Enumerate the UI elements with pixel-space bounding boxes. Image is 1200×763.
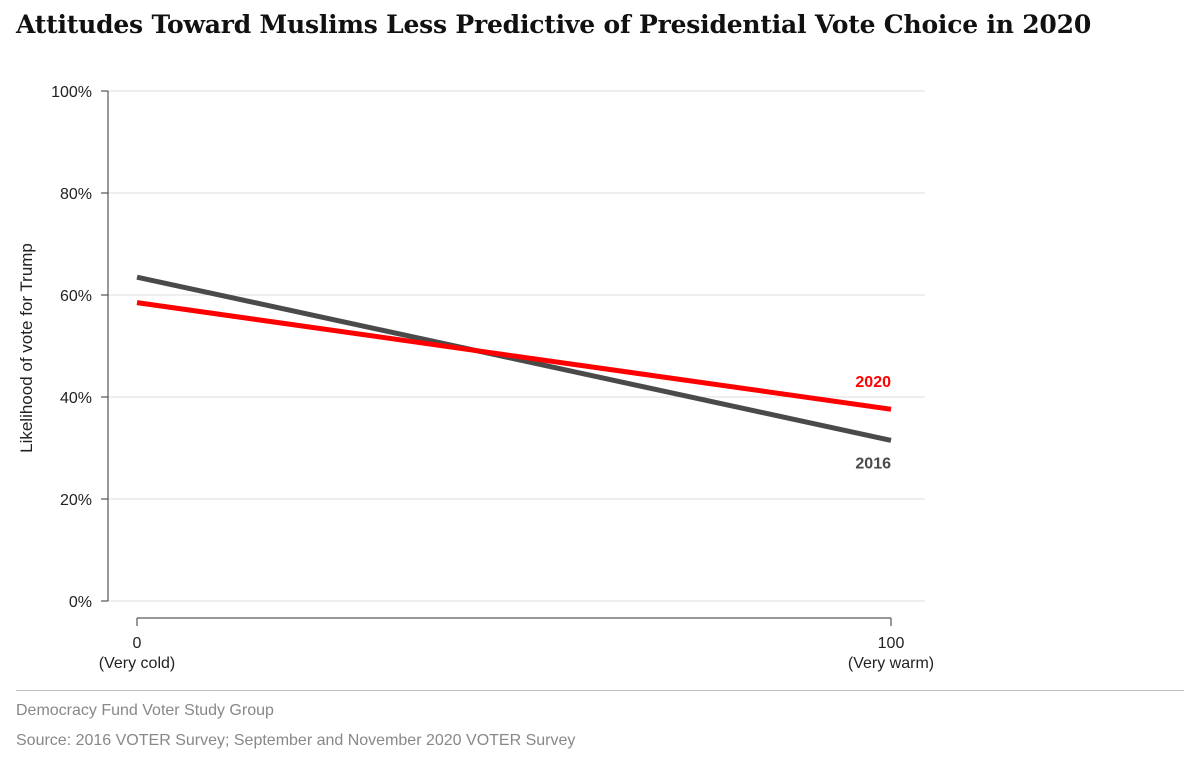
y-tick-label: 100% [51, 84, 92, 101]
y-axis-title: Likelihood of vote for Trump [17, 243, 36, 453]
chart-title: Attitudes Toward Muslims Less Predictive… [16, 10, 1092, 39]
footer-publisher: Democracy Fund Voter Study Group [16, 702, 274, 719]
footer-source: Source: 2016 VOTER Survey; September and… [16, 732, 576, 749]
series-lines [136, 274, 892, 443]
labels: 0% 20% 40% 60% 80% 100% 0 (Very cold) 100 (Very w… [17, 84, 934, 672]
series-line-2020 [136, 300, 892, 412]
footer-divider [16, 690, 1184, 691]
y-tick-label: 0% [69, 594, 92, 611]
x-tick-sublabel: (Very cold) [99, 655, 175, 672]
series-label-2020: 2020 [855, 374, 891, 391]
series-line-2016 [136, 274, 892, 443]
x-tick-sublabel: (Very warm) [848, 655, 934, 672]
y-tick-label: 60% [60, 288, 92, 305]
gridlines [108, 90, 925, 602]
y-tick-label: 40% [60, 390, 92, 407]
axes [101, 90, 892, 626]
series-label-2016: 2016 [855, 455, 891, 472]
y-tick-label: 20% [60, 492, 92, 509]
line-chart: 0% 20% 40% 60% 80% 100% 0 (Very cold) 100 (Very w… [17, 84, 934, 672]
x-tick-label: 100 [878, 635, 905, 652]
x-tick-label: 0 [133, 635, 142, 652]
y-tick-label: 80% [60, 186, 92, 203]
